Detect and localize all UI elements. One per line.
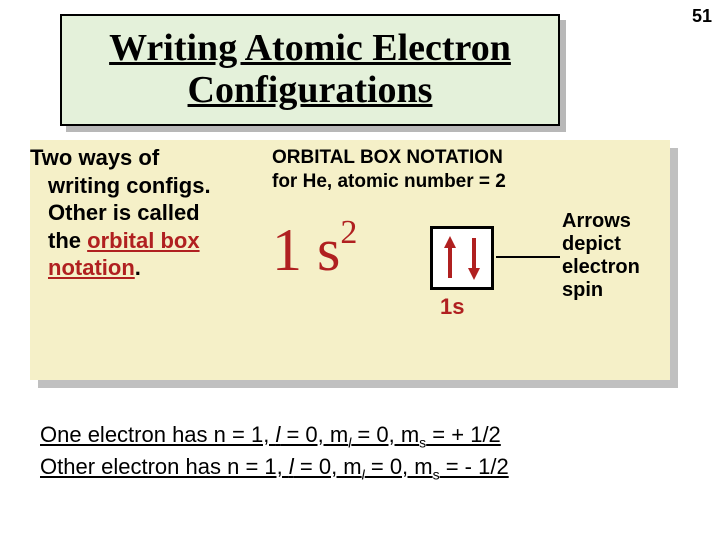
intro-punct: .	[135, 255, 141, 280]
title-line1: Writing Atomic Electron	[109, 27, 511, 69]
quantum-line-1: One electron has n = 1, l = 0, ml = 0, m…	[40, 420, 509, 452]
q1e: = + 1/2	[426, 422, 501, 447]
intro-line1: Two ways of	[30, 145, 159, 170]
content-container: Two ways of writing configs. Other is ca…	[30, 140, 680, 390]
diagram-title: ORBITAL BOX NOTATION for He, atomic numb…	[272, 146, 667, 194]
intro-line4a: the	[48, 228, 87, 253]
q2c: = 0, m	[294, 454, 362, 479]
intro-text: Two ways of writing configs. Other is ca…	[30, 144, 260, 282]
diagram-title-line1: ORBITAL BOX NOTATION	[272, 147, 503, 168]
spin-down-arrow-icon	[465, 234, 483, 282]
notation-superscript: 2	[340, 214, 357, 251]
spdf-notation: 1 s2	[272, 216, 357, 285]
diagram-title-line2: for He, atomic number = 2	[272, 171, 506, 192]
orbital-box-term-1: orbital box	[87, 228, 199, 253]
q1c: = 0, m	[280, 422, 348, 447]
spin-up-arrow-icon	[441, 234, 459, 282]
arrows-caption: Arrows depict electron spin	[562, 210, 672, 302]
intro-line5: notation.	[30, 254, 260, 282]
title-box: Writing Atomic Electron Configurations	[60, 14, 560, 126]
quantum-numbers-text: One electron has n = 1, l = 0, ml = 0, m…	[40, 420, 509, 485]
intro-line2: writing configs.	[30, 172, 260, 200]
quantum-line-2: Other electron has n = 1, l = 0, ml = 0,…	[40, 452, 509, 484]
orbital-box-term-2: notation	[48, 255, 135, 280]
q2d: = 0, m	[365, 454, 433, 479]
page-number: 51	[692, 6, 712, 27]
q2e: = - 1/2	[440, 454, 509, 479]
q2a: Other electron has n = 1,	[40, 454, 289, 479]
pointer-line	[496, 256, 560, 258]
q2s2: s	[433, 467, 440, 483]
q1a: One electron has n = 1,	[40, 422, 275, 447]
orbital-1s-label: 1s	[440, 294, 464, 320]
title-line2: Configurations	[188, 69, 433, 111]
orbital-diagram: ORBITAL BOX NOTATION for He, atomic numb…	[272, 146, 667, 374]
q1d: = 0, m	[351, 422, 419, 447]
intro-line3: Other is called	[30, 199, 260, 227]
intro-line4: the orbital box	[30, 227, 260, 255]
orbital-box-square	[430, 226, 494, 290]
title-text: Writing Atomic Electron Configurations	[109, 28, 511, 112]
content-box: Two ways of writing configs. Other is ca…	[30, 140, 670, 380]
title-container: Writing Atomic Electron Configurations	[60, 14, 560, 126]
notation-base: 1 s	[272, 217, 340, 283]
